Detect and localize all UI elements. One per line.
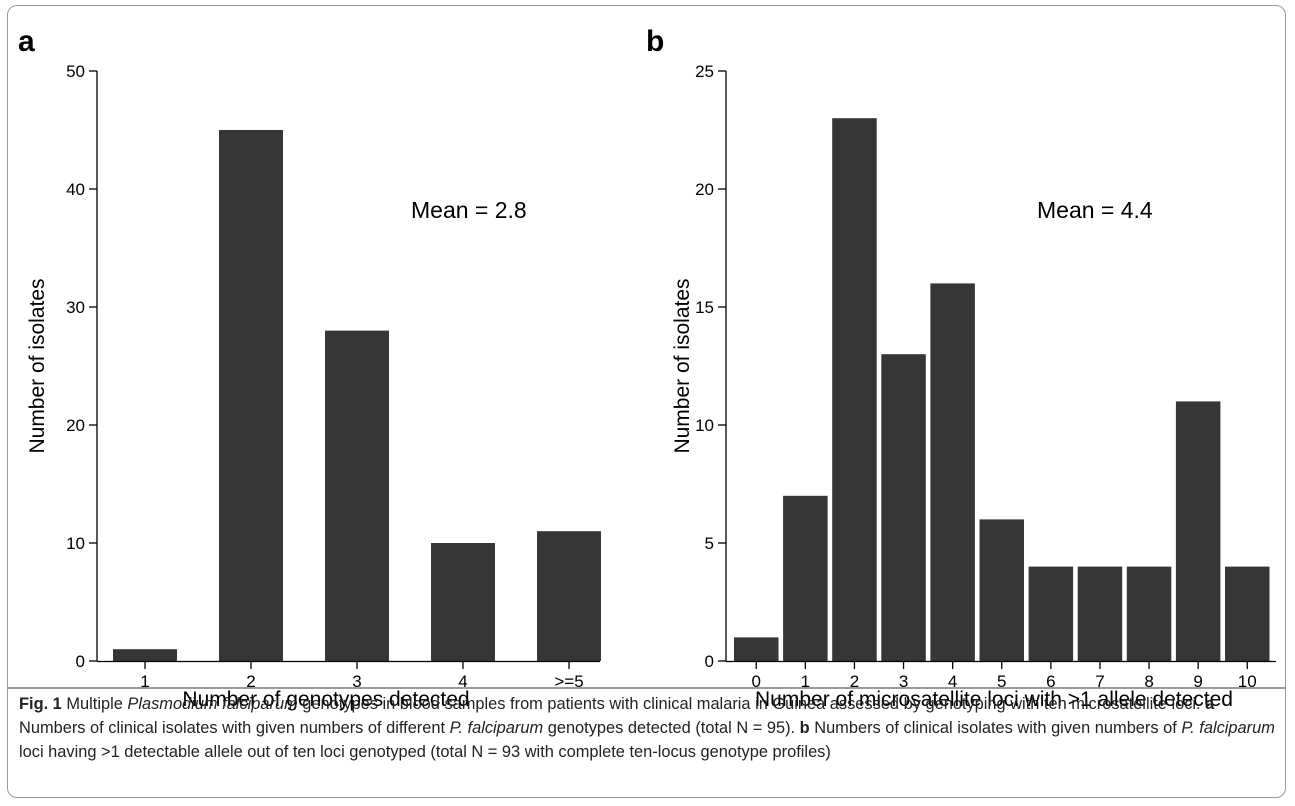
chart-panel-b: b 0 5 10 15 20 25 0 1 2 3 4 5 6 7 8 9 10 Number of microsa… [646, 25, 1276, 711]
y-tick-label: 10 [695, 416, 714, 435]
y-tick-label: 50 [66, 62, 85, 81]
y-tick-label: 10 [66, 534, 85, 553]
figure-frame [7, 5, 1286, 798]
bar [325, 330, 389, 661]
x-tick-label: 8 [1144, 672, 1153, 691]
caption-divider [8, 687, 1285, 689]
panel-label: a [18, 25, 35, 58]
bar [783, 495, 828, 661]
bar [1126, 566, 1172, 661]
bar [881, 354, 926, 661]
y-tick-label: 15 [695, 298, 714, 317]
x-tick-label: 2 [246, 672, 255, 691]
x-tick-label: 9 [1193, 672, 1202, 691]
caption-species: P. falciparum [449, 719, 544, 737]
x-tick-label: 4 [948, 672, 957, 691]
bar [832, 118, 877, 661]
y-tick-label: 25 [695, 62, 714, 81]
x-tick-label: 3 [899, 672, 908, 691]
bar [113, 649, 177, 661]
x-tick-label: 3 [352, 672, 361, 691]
caption-species: Plasmodium falciparum [127, 695, 298, 713]
caption-text: Multiple [61, 695, 128, 713]
y-axis-label: Number of isolates [26, 278, 49, 453]
y-tick-label: 40 [66, 180, 85, 199]
y-axis-label: Number of isolates [671, 278, 694, 453]
x-tick-label: 6 [1046, 672, 1055, 691]
bar [979, 519, 1024, 661]
x-tick-label: 1 [140, 672, 149, 691]
x-tick-label: 2 [850, 672, 859, 691]
x-axis-label: Number of genotypes detected [182, 688, 469, 711]
chart-panel-a: a 0 10 20 30 40 50 1 2 3 4 >=5 Number of genotypes d… [18, 25, 601, 711]
caption-text: genotypes in blood samples from patients… [297, 695, 1206, 713]
y-tick-label: 0 [705, 652, 714, 671]
y-tick-label: 30 [66, 298, 85, 317]
caption-panel-a-label: a [1205, 695, 1215, 713]
bar [930, 283, 975, 661]
x-tick-label: 10 [1238, 672, 1257, 691]
bar [734, 637, 779, 661]
caption-panel-b-label: b [799, 719, 810, 737]
bar [1175, 401, 1221, 661]
x-tick-label: 5 [997, 672, 1006, 691]
bar [1028, 566, 1074, 661]
y-tick-label: 20 [66, 416, 85, 435]
caption-text: loci having >1 detectable allele out of … [19, 743, 831, 761]
panel-label: b [646, 25, 664, 58]
mean-annotation: Mean = 2.8 [411, 197, 527, 223]
x-tick-label: 1 [801, 672, 810, 691]
y-tick-label: 20 [695, 180, 714, 199]
x-tick-label: 4 [458, 672, 467, 691]
mean-annotation: Mean = 4.4 [1037, 197, 1153, 223]
caption-text: Numbers of clinical isolates with given … [19, 719, 450, 737]
bar [219, 130, 283, 661]
caption-fig-label: Fig. 1 [19, 695, 62, 713]
caption-species: P. falciparum [1181, 719, 1275, 737]
x-tick-label: >=5 [554, 672, 583, 691]
y-tick-label: 0 [76, 652, 85, 671]
bar [537, 531, 601, 661]
x-axis-label: Number of microsatellite loci with >1 al… [755, 688, 1233, 711]
y-tick-label: 5 [705, 534, 714, 553]
caption-text: Numbers of clinical isolates with given … [809, 719, 1182, 737]
bar [1077, 566, 1123, 661]
bar [431, 543, 495, 661]
bar [1225, 566, 1270, 661]
figure-caption: Fig. 1 Multiple Plasmodium falciparum ge… [19, 692, 1281, 764]
x-tick-label: 0 [752, 672, 761, 691]
caption-text: genotypes detected (total N = 95). [543, 719, 800, 737]
x-tick-label: 7 [1095, 672, 1104, 691]
